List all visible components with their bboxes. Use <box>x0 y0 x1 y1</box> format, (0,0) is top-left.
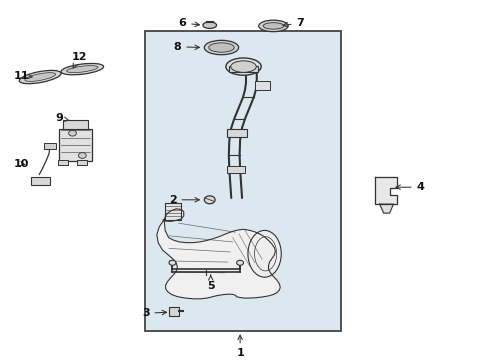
Ellipse shape <box>209 43 234 52</box>
Ellipse shape <box>231 61 256 72</box>
Ellipse shape <box>67 66 98 73</box>
Bar <box>227 166 245 173</box>
Circle shape <box>237 260 244 265</box>
Bar <box>44 143 56 149</box>
Text: 7: 7 <box>283 18 304 28</box>
Bar <box>227 129 247 137</box>
Text: 8: 8 <box>173 42 199 52</box>
Text: 3: 3 <box>142 308 167 318</box>
Text: 11: 11 <box>13 71 32 81</box>
Ellipse shape <box>259 20 288 32</box>
Polygon shape <box>165 203 181 220</box>
Bar <box>229 66 258 72</box>
Bar <box>31 177 50 185</box>
Circle shape <box>69 130 76 136</box>
Bar <box>59 129 92 161</box>
Bar <box>77 160 87 165</box>
Bar <box>169 307 179 316</box>
Ellipse shape <box>203 22 217 28</box>
Circle shape <box>169 260 176 265</box>
Text: 10: 10 <box>14 159 29 169</box>
Ellipse shape <box>248 230 281 277</box>
Ellipse shape <box>263 23 284 29</box>
Text: 5: 5 <box>207 275 215 291</box>
Bar <box>58 160 68 165</box>
Polygon shape <box>157 220 280 299</box>
Text: 4: 4 <box>396 182 424 192</box>
Ellipse shape <box>204 196 215 204</box>
Bar <box>63 120 88 129</box>
Polygon shape <box>163 209 184 221</box>
Bar <box>145 31 341 331</box>
Text: 1: 1 <box>236 335 244 359</box>
Ellipse shape <box>61 63 103 75</box>
Ellipse shape <box>19 71 61 84</box>
Bar <box>255 81 270 90</box>
Text: 12: 12 <box>72 52 87 68</box>
Ellipse shape <box>204 40 239 55</box>
Circle shape <box>78 153 86 158</box>
Ellipse shape <box>226 58 261 75</box>
Text: 9: 9 <box>55 113 69 123</box>
Polygon shape <box>375 177 397 204</box>
Text: 6: 6 <box>178 18 199 28</box>
Polygon shape <box>380 204 393 213</box>
Text: 2: 2 <box>169 195 199 205</box>
Ellipse shape <box>25 73 55 81</box>
